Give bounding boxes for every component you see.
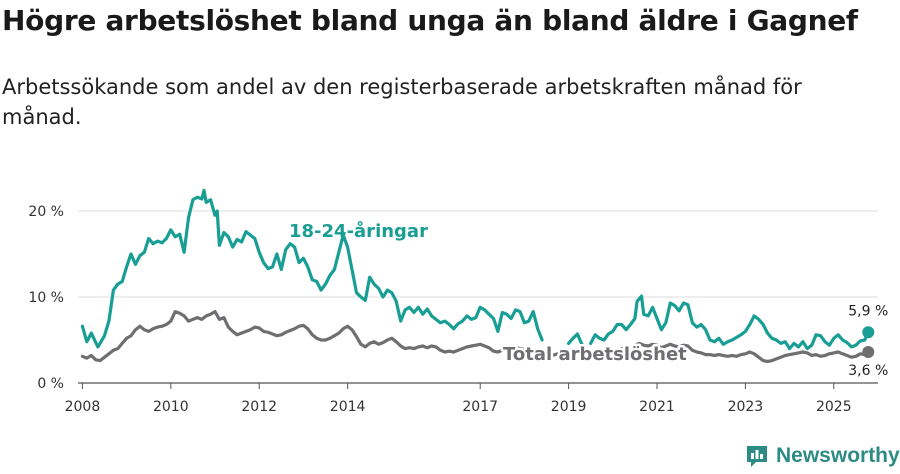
brand-name: Newsworthy: [776, 444, 900, 467]
chart-title: Högre arbetslöshet bland unga än bland ä…: [2, 4, 858, 37]
x-tick-label: 2010: [153, 399, 189, 415]
end-point-total: [862, 346, 875, 359]
series-line-total: [80, 310, 870, 364]
end-value-label-total: 3,6 %: [848, 363, 888, 379]
y-tick-label: 20 %: [28, 204, 64, 220]
x-tick-label: 2021: [639, 399, 675, 415]
x-tick-label: 2012: [241, 399, 277, 415]
x-tick-label: 2023: [728, 399, 764, 415]
series-label-total: Total arbetslöshet: [503, 344, 687, 365]
y-tick-label: 10 %: [28, 290, 64, 306]
x-tick-label: 2025: [816, 399, 852, 415]
series-label-youth: 18-24-åringar: [289, 220, 428, 242]
end-point-youth: [862, 326, 875, 339]
x-tick-label: 2014: [330, 399, 366, 415]
bar-chart-logo-icon: [747, 446, 767, 467]
y-tick-label: 0 %: [37, 376, 64, 392]
newsworthy-logo: Newsworthy: [745, 442, 900, 470]
end-value-label-youth: 5,9 %: [848, 303, 888, 319]
series-line-youth: [80, 188, 870, 351]
x-tick-label: 2019: [551, 399, 587, 415]
chart-subtitle: Arbetssökande som andel av den registerb…: [2, 75, 802, 129]
x-tick-label: 2008: [65, 399, 101, 415]
x-tick-label: 2017: [462, 399, 498, 415]
